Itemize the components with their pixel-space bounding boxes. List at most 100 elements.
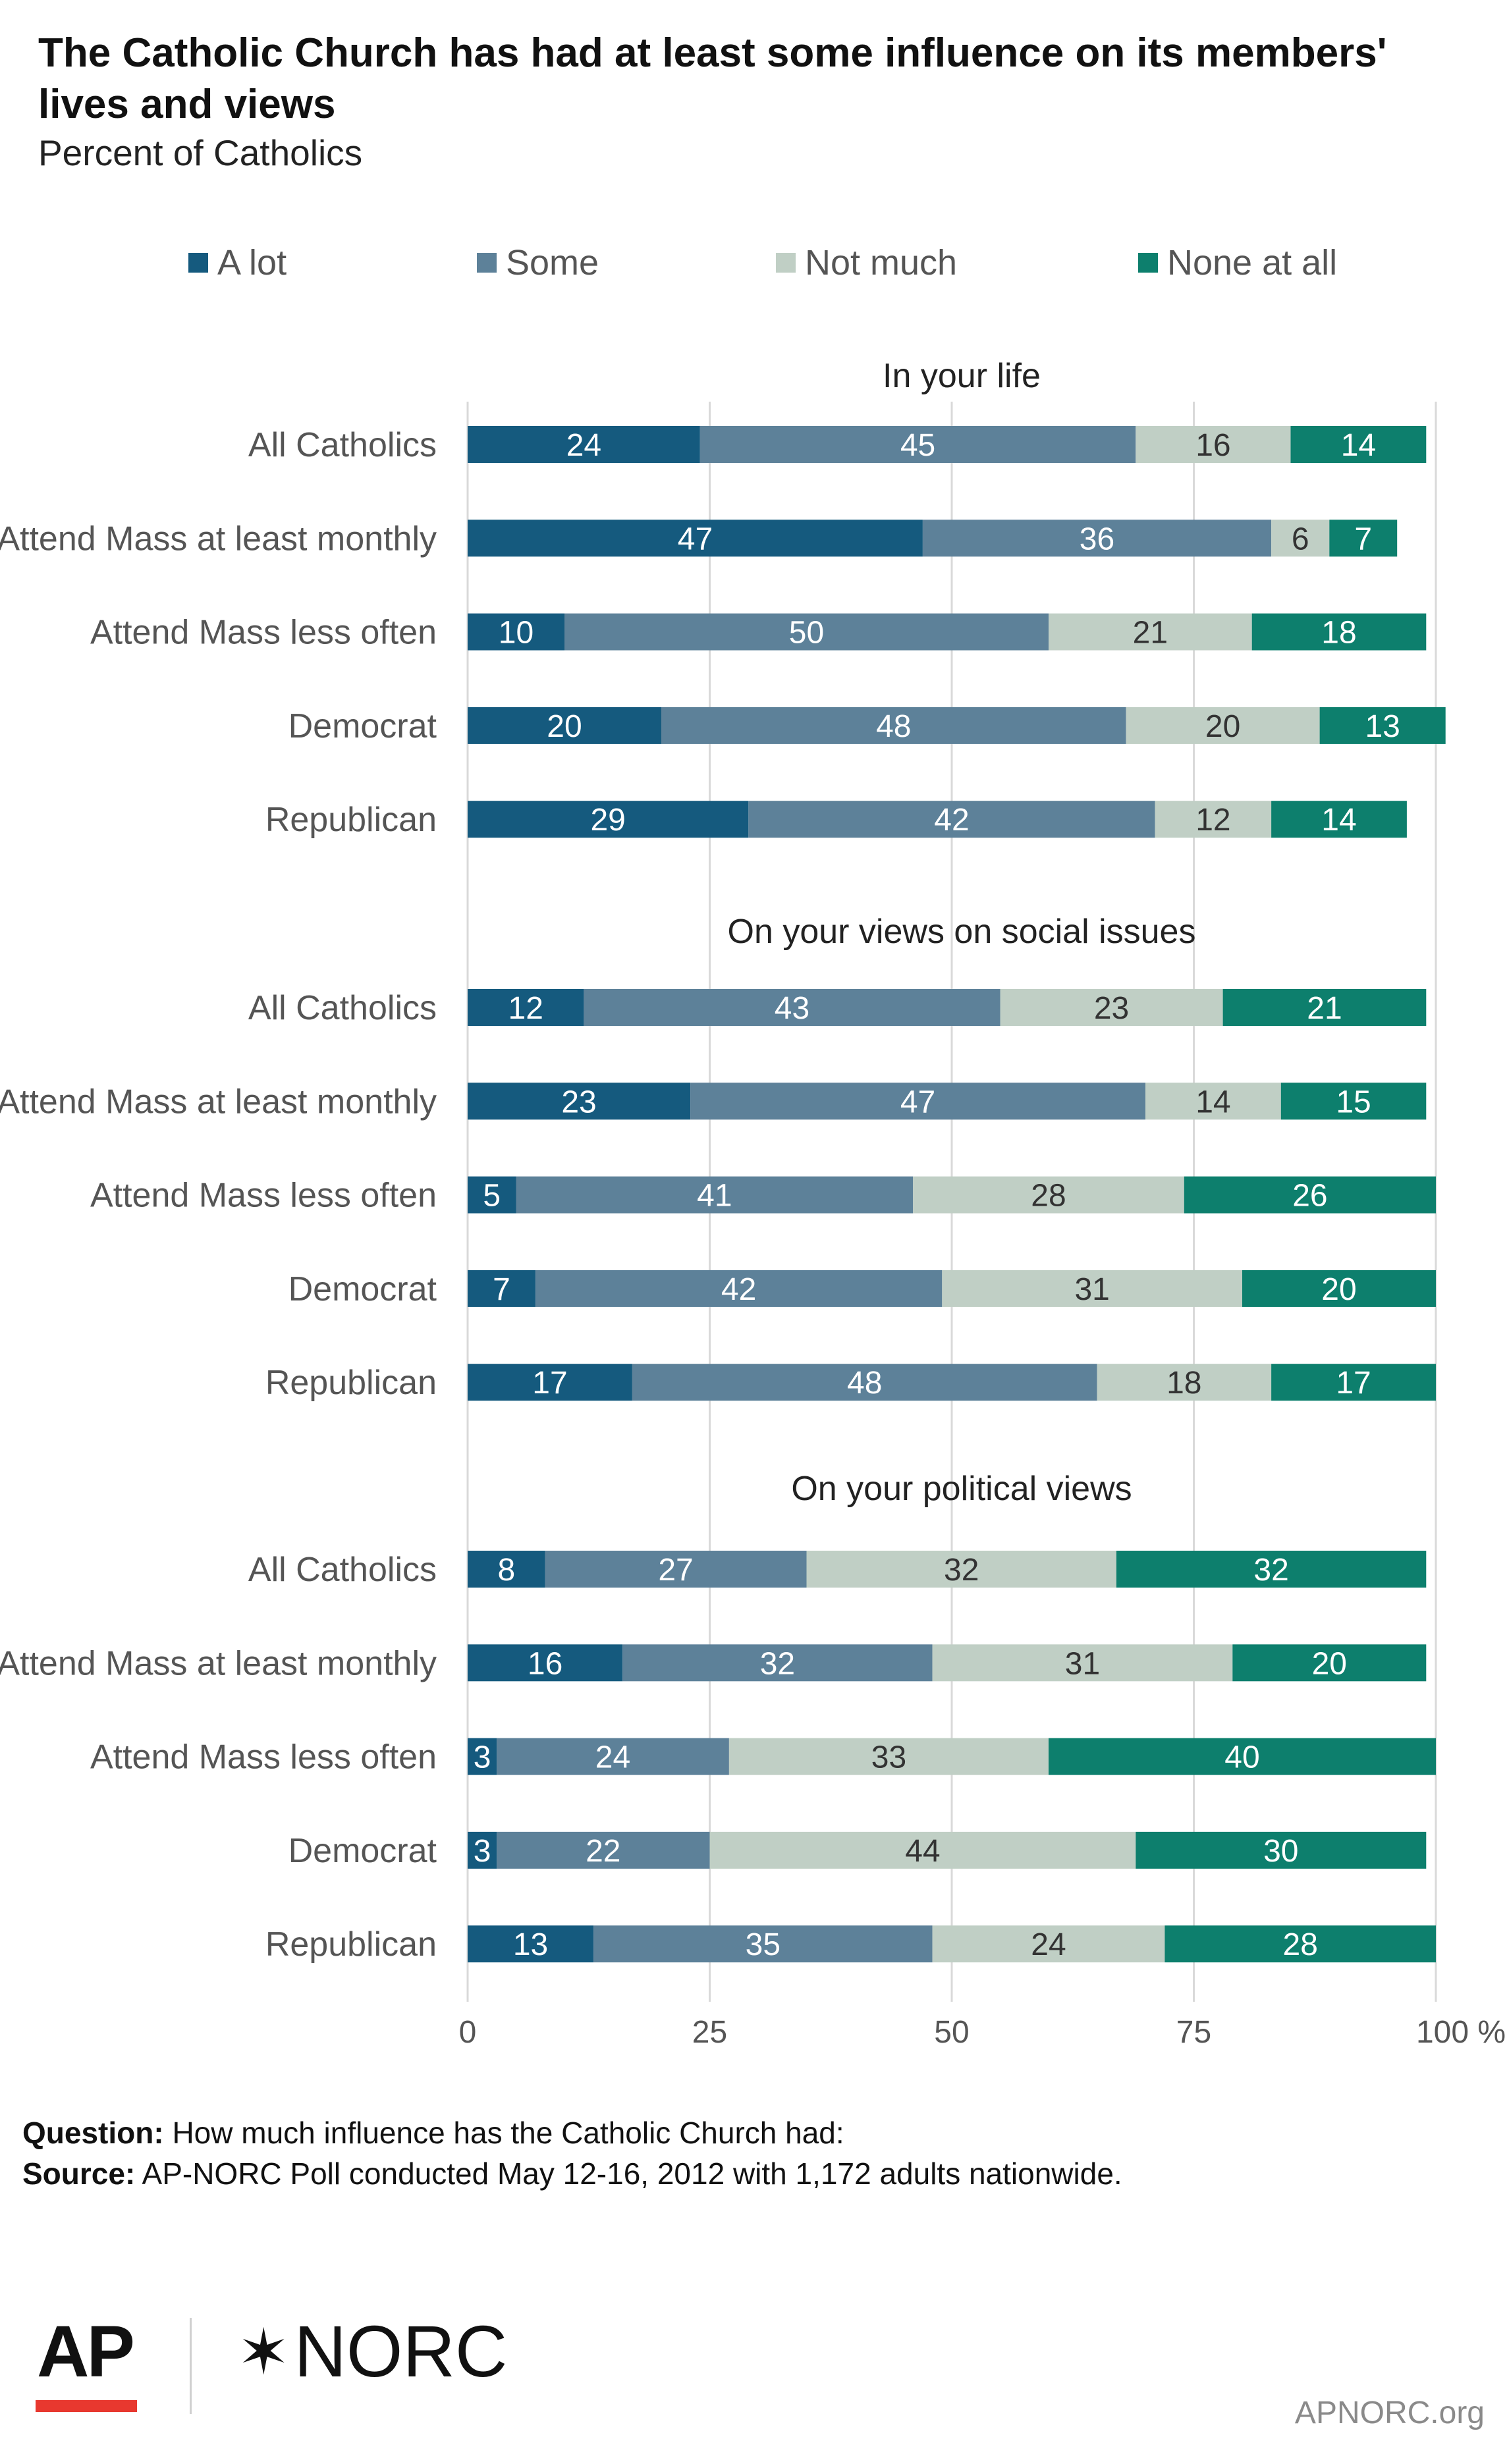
bar-segment-some [593, 1925, 933, 1963]
data-label: 20 [547, 709, 582, 744]
data-label: 24 [595, 1740, 630, 1775]
data-label: 13 [1365, 709, 1400, 744]
x-tick-label-50: 50 [934, 2015, 969, 2050]
bar-segment-some [748, 801, 1155, 838]
row-label-all-catholics: All Catholics [248, 426, 437, 464]
site-url: APNORC.org [1294, 2396, 1485, 2430]
bar-segment-none-at-all [1290, 426, 1427, 463]
bar-segment-not-much [942, 1270, 1242, 1307]
data-label: 44 [905, 1834, 940, 1869]
bar-segment-not-much [728, 1738, 1049, 1775]
bar-segment-not-much [932, 1644, 1233, 1682]
data-label: 28 [1283, 1927, 1318, 1962]
data-label: 14 [1195, 1085, 1230, 1119]
bar-segment-not-much [932, 1925, 1165, 1963]
bar-segment-some [564, 613, 1049, 651]
data-label: 45 [900, 428, 935, 463]
bar-segment-some [584, 989, 1000, 1026]
bar-segment-some [516, 1176, 914, 1214]
bar-segment-a-lot [468, 1364, 632, 1401]
bar-segment-not-much [1145, 1083, 1281, 1120]
legend-label-none-at-all: None at all [1167, 243, 1338, 282]
data-label: 32 [760, 1646, 795, 1681]
data-label: 28 [1031, 1179, 1066, 1214]
legend-swatch-some [477, 253, 497, 273]
data-label: 16 [1195, 428, 1230, 463]
legend-item-none-at-all: None at all [1138, 242, 1337, 283]
group-title-on-your-views-on-social-issues: On your views on social issues [728, 913, 1196, 951]
bar-segment-a-lot [468, 1831, 497, 1869]
legend-swatch-none-at-all [1138, 253, 1158, 273]
data-label: 33 [871, 1740, 906, 1775]
bar-segment-not-much [806, 1551, 1116, 1588]
bar-segment-not-much [1000, 989, 1223, 1026]
data-label: 7 [1354, 522, 1372, 556]
data-label: 48 [847, 1366, 882, 1401]
bar-segment-none-at-all [1329, 520, 1398, 557]
bar-segment-a-lot [468, 1083, 691, 1120]
data-label: 6 [1292, 522, 1309, 556]
bar-segment-a-lot [468, 801, 749, 838]
bar-segment-some [497, 1738, 729, 1775]
data-label: 47 [678, 522, 713, 556]
bar-segment-some [497, 1831, 710, 1869]
row-label-attend-mass-less-often: Attend Mass less often [90, 614, 437, 652]
data-label: 40 [1224, 1740, 1259, 1775]
question-note: Question: How much influence has the Cat… [22, 2115, 1471, 2151]
bar-segment-not-much [1049, 613, 1252, 651]
bar-segment-a-lot [468, 1925, 594, 1963]
data-label: 3 [474, 1740, 491, 1775]
data-label: 43 [775, 991, 809, 1026]
bar-segment-a-lot [468, 989, 584, 1026]
bar-segment-a-lot [468, 707, 661, 744]
bar-segment-none-at-all [1164, 1925, 1436, 1963]
row-label-republican: Republican [265, 1364, 437, 1402]
bar-segment-some [699, 426, 1136, 463]
data-label: 31 [1065, 1646, 1100, 1681]
data-label: 42 [721, 1272, 756, 1307]
bar-segment-some [922, 520, 1272, 557]
data-label: 27 [658, 1553, 693, 1588]
data-label: 15 [1336, 1085, 1371, 1119]
bar-segment-a-lot [468, 613, 564, 651]
data-label: 42 [934, 803, 969, 838]
bar-segment-some [545, 1551, 807, 1588]
data-label: 32 [1253, 1553, 1288, 1588]
bar-segment-none-at-all [1271, 1364, 1436, 1401]
group-title-in-your-life: In your life [883, 357, 1041, 395]
x-tick-label-25: 25 [692, 2015, 727, 2050]
row-label-democrat: Democrat [288, 1270, 437, 1308]
bar-segment-none-at-all [1319, 707, 1446, 744]
data-label: 3 [474, 1834, 491, 1869]
legend-label-not-much: Not much [805, 243, 958, 282]
bar-segment-a-lot [468, 1738, 497, 1775]
data-label: 18 [1166, 1366, 1201, 1401]
data-label: 5 [483, 1179, 501, 1214]
bar-segment-not-much [1155, 801, 1272, 838]
row-label-democrat: Democrat [288, 1832, 437, 1870]
legend-label-some: Some [506, 243, 599, 282]
group-title-on-your-political-views: On your political views [791, 1470, 1132, 1508]
legend-item-a-lot: A lot [188, 242, 287, 283]
source-label: Source: [22, 2156, 136, 2191]
data-label: 26 [1292, 1179, 1327, 1214]
source-note: Source: AP-NORC Poll conducted May 12-16… [22, 2156, 1471, 2191]
legend-item-some: Some [477, 242, 599, 283]
data-label: 7 [493, 1272, 510, 1307]
data-label: 31 [1074, 1272, 1109, 1307]
bar-segment-a-lot [468, 1551, 545, 1588]
data-label: 13 [513, 1927, 548, 1962]
chart-subtitle: Percent of Catholics [38, 132, 363, 173]
data-label: 36 [1080, 522, 1114, 556]
bar-segment-none-at-all [1116, 1551, 1427, 1588]
data-label: 12 [508, 991, 543, 1026]
legend-swatch-a-lot [188, 253, 208, 273]
row-label-democrat: Democrat [288, 707, 437, 745]
data-label: 35 [746, 1927, 781, 1962]
data-label: 23 [1094, 991, 1129, 1026]
data-label: 22 [586, 1834, 620, 1869]
question-text: How much influence has the Catholic Chur… [172, 2116, 844, 2150]
bar-segment-none-at-all [1049, 1738, 1436, 1775]
ap-logo: AP [37, 2311, 135, 2392]
stacked-bar-chart: In your life All Catholics 24 45 16 14 Attend … [0, 357, 1506, 2050]
